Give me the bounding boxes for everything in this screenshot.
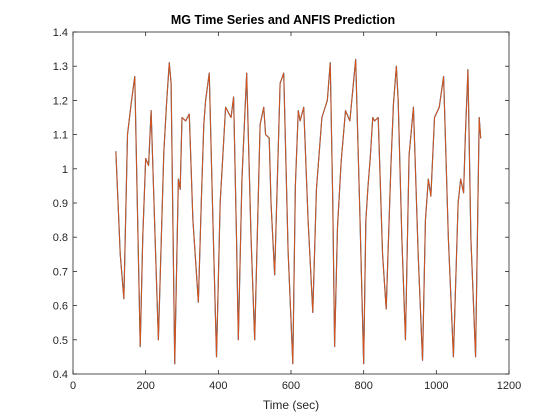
x-axis-label: Time (sec) — [263, 398, 319, 412]
y-tick-label: 0.6 — [53, 301, 68, 313]
y-tick-label: 0.7 — [53, 266, 68, 278]
x-tick-label: 600 — [282, 380, 300, 392]
x-tick-label: 0 — [70, 380, 76, 392]
y-tick-label: 0.9 — [53, 198, 68, 210]
series-layer — [115, 58, 482, 365]
x-tick-label: 800 — [354, 380, 372, 392]
y-tick-label: 0.4 — [53, 369, 68, 381]
x-tick-label: 1200 — [497, 380, 521, 392]
y-tick-label: 1.4 — [53, 27, 68, 39]
chart-title: MG Time Series and ANFIS Prediction — [171, 13, 395, 27]
y-tick-label: 1.1 — [53, 130, 68, 142]
x-tick-label: 1000 — [424, 380, 448, 392]
y-tick-label: 1 — [62, 164, 68, 176]
series-line-2 — [115, 58, 482, 365]
y-tick-label: 0.8 — [53, 232, 68, 244]
y-tick-label: 1.3 — [53, 61, 68, 73]
x-axis: 0 200 400 600 800 1000 1200 — [70, 32, 521, 392]
x-tick-label: 400 — [209, 380, 227, 392]
y-tick-label: 0.5 — [53, 335, 68, 347]
x-tick-label: 200 — [136, 380, 154, 392]
y-tick-label: 1.2 — [53, 95, 68, 107]
y-axis: 0.4 0.5 0.6 0.7 0.8 0.9 1 1.1 1.2 1.3 1.4 — [53, 27, 509, 381]
